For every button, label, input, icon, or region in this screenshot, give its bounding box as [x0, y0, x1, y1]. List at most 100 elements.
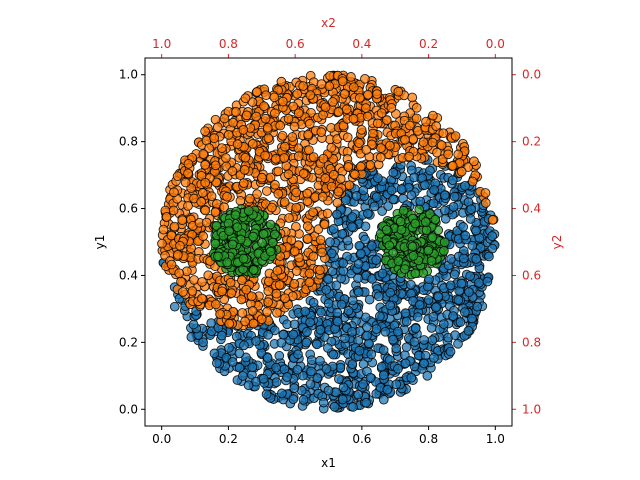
- scatter-point: [232, 222, 243, 233]
- scatter-point: [376, 108, 387, 118]
- y2-tick-label: 0.0: [522, 68, 541, 82]
- scatter-point: [407, 241, 418, 252]
- scatter-point: [321, 364, 332, 374]
- scatter-point: [227, 239, 238, 250]
- scatter-point: [197, 293, 207, 304]
- scatter-point: [388, 334, 398, 345]
- scatter-point: [262, 122, 273, 133]
- scatter-point: [347, 295, 358, 306]
- scatter-point: [300, 306, 311, 317]
- scatter-point: [353, 287, 364, 298]
- scatter-point: [308, 297, 319, 308]
- scatter-point: [377, 268, 388, 279]
- scatter-point: [438, 319, 449, 329]
- scatter-point: [335, 362, 346, 373]
- scatter-point: [317, 247, 327, 258]
- scatter-point: [333, 107, 344, 117]
- scatter-point: [291, 202, 302, 213]
- scatter-point: [393, 86, 404, 97]
- scatter-point: [414, 204, 425, 215]
- scatter-point: [304, 277, 315, 288]
- scatter-point: [419, 335, 429, 345]
- scatter-point: [235, 196, 246, 206]
- x2-tick-label: 0.8: [219, 37, 238, 51]
- scatter-point: [189, 275, 199, 285]
- scatter-point: [400, 358, 411, 369]
- scatter-point: [247, 306, 258, 316]
- scatter-point: [291, 187, 302, 198]
- scatter-point: [276, 76, 287, 87]
- y-tick-label: 0.8: [119, 135, 138, 149]
- scatter-point: [380, 326, 391, 337]
- scatter-point: [421, 225, 432, 235]
- scatter-point: [343, 162, 354, 172]
- scatter-point: [275, 120, 286, 131]
- y-tick-label: 1.0: [119, 68, 138, 82]
- scatter-point: [371, 192, 382, 202]
- scatter-point: [407, 92, 418, 103]
- scatter-point: [239, 340, 249, 351]
- scatter-point: [272, 265, 283, 276]
- scatter-point: [306, 366, 316, 377]
- scatter-point: [420, 350, 431, 361]
- scatter-point: [279, 197, 290, 207]
- scatter-point: [240, 316, 250, 327]
- scatter-point: [248, 318, 259, 329]
- scatter-point: [401, 316, 412, 327]
- scatter-point: [248, 231, 258, 242]
- scatter-point: [371, 255, 382, 265]
- scatter-point: [400, 308, 411, 318]
- series-2: [157, 70, 499, 331]
- scatter-point: [459, 253, 469, 264]
- scatter-point: [169, 187, 179, 198]
- scatter-point: [239, 165, 250, 175]
- scatter-point: [316, 127, 327, 137]
- scatter-point: [337, 76, 348, 87]
- scatter-point: [277, 130, 288, 141]
- scatter-point: [456, 278, 467, 289]
- scatter-point: [283, 169, 294, 180]
- scatter-point: [315, 265, 325, 275]
- scatter-point: [460, 181, 470, 191]
- scatter-point: [308, 152, 319, 162]
- scatter-point: [427, 232, 438, 243]
- scatter-point: [341, 195, 351, 205]
- y-tick-label: 0.4: [119, 268, 138, 282]
- scatter-point: [293, 151, 304, 162]
- scatter-point: [305, 379, 316, 390]
- scatter-point: [372, 89, 382, 99]
- scatter-point: [427, 137, 438, 148]
- scatter-point: [278, 96, 288, 107]
- scatter-point: [467, 313, 477, 324]
- scatter-point: [322, 208, 333, 219]
- scatter-point: [219, 113, 230, 124]
- scatter-point: [405, 279, 416, 290]
- scatter-point: [270, 108, 280, 119]
- scatter-point: [348, 402, 358, 412]
- scatter-point: [289, 383, 300, 394]
- scatter-point: [257, 172, 267, 183]
- scatter-point: [188, 319, 199, 330]
- scatter-point: [433, 291, 444, 302]
- y2-tick-label: 0.4: [522, 202, 541, 216]
- scatter-point: [166, 259, 177, 270]
- scatter-point: [393, 364, 403, 374]
- scatter-point: [197, 188, 208, 198]
- scatter-point: [453, 338, 463, 349]
- scatter-point: [324, 81, 335, 92]
- scatter-point: [224, 342, 234, 353]
- scatter-point: [161, 212, 172, 222]
- scatter-point: [203, 270, 214, 281]
- scatter-point: [423, 295, 434, 305]
- scatter-point: [183, 159, 194, 169]
- scatter-point: [326, 142, 337, 153]
- scatter-point: [302, 188, 313, 199]
- scatter-point: [224, 318, 235, 329]
- scatter-point: [410, 268, 421, 279]
- x2-tick-label: 1.0: [152, 37, 171, 51]
- scatter-point: [323, 298, 334, 309]
- scatter-point: [272, 307, 282, 318]
- scatter-point: [360, 234, 370, 245]
- scatter-point: [422, 370, 433, 381]
- scatter-point: [273, 188, 284, 199]
